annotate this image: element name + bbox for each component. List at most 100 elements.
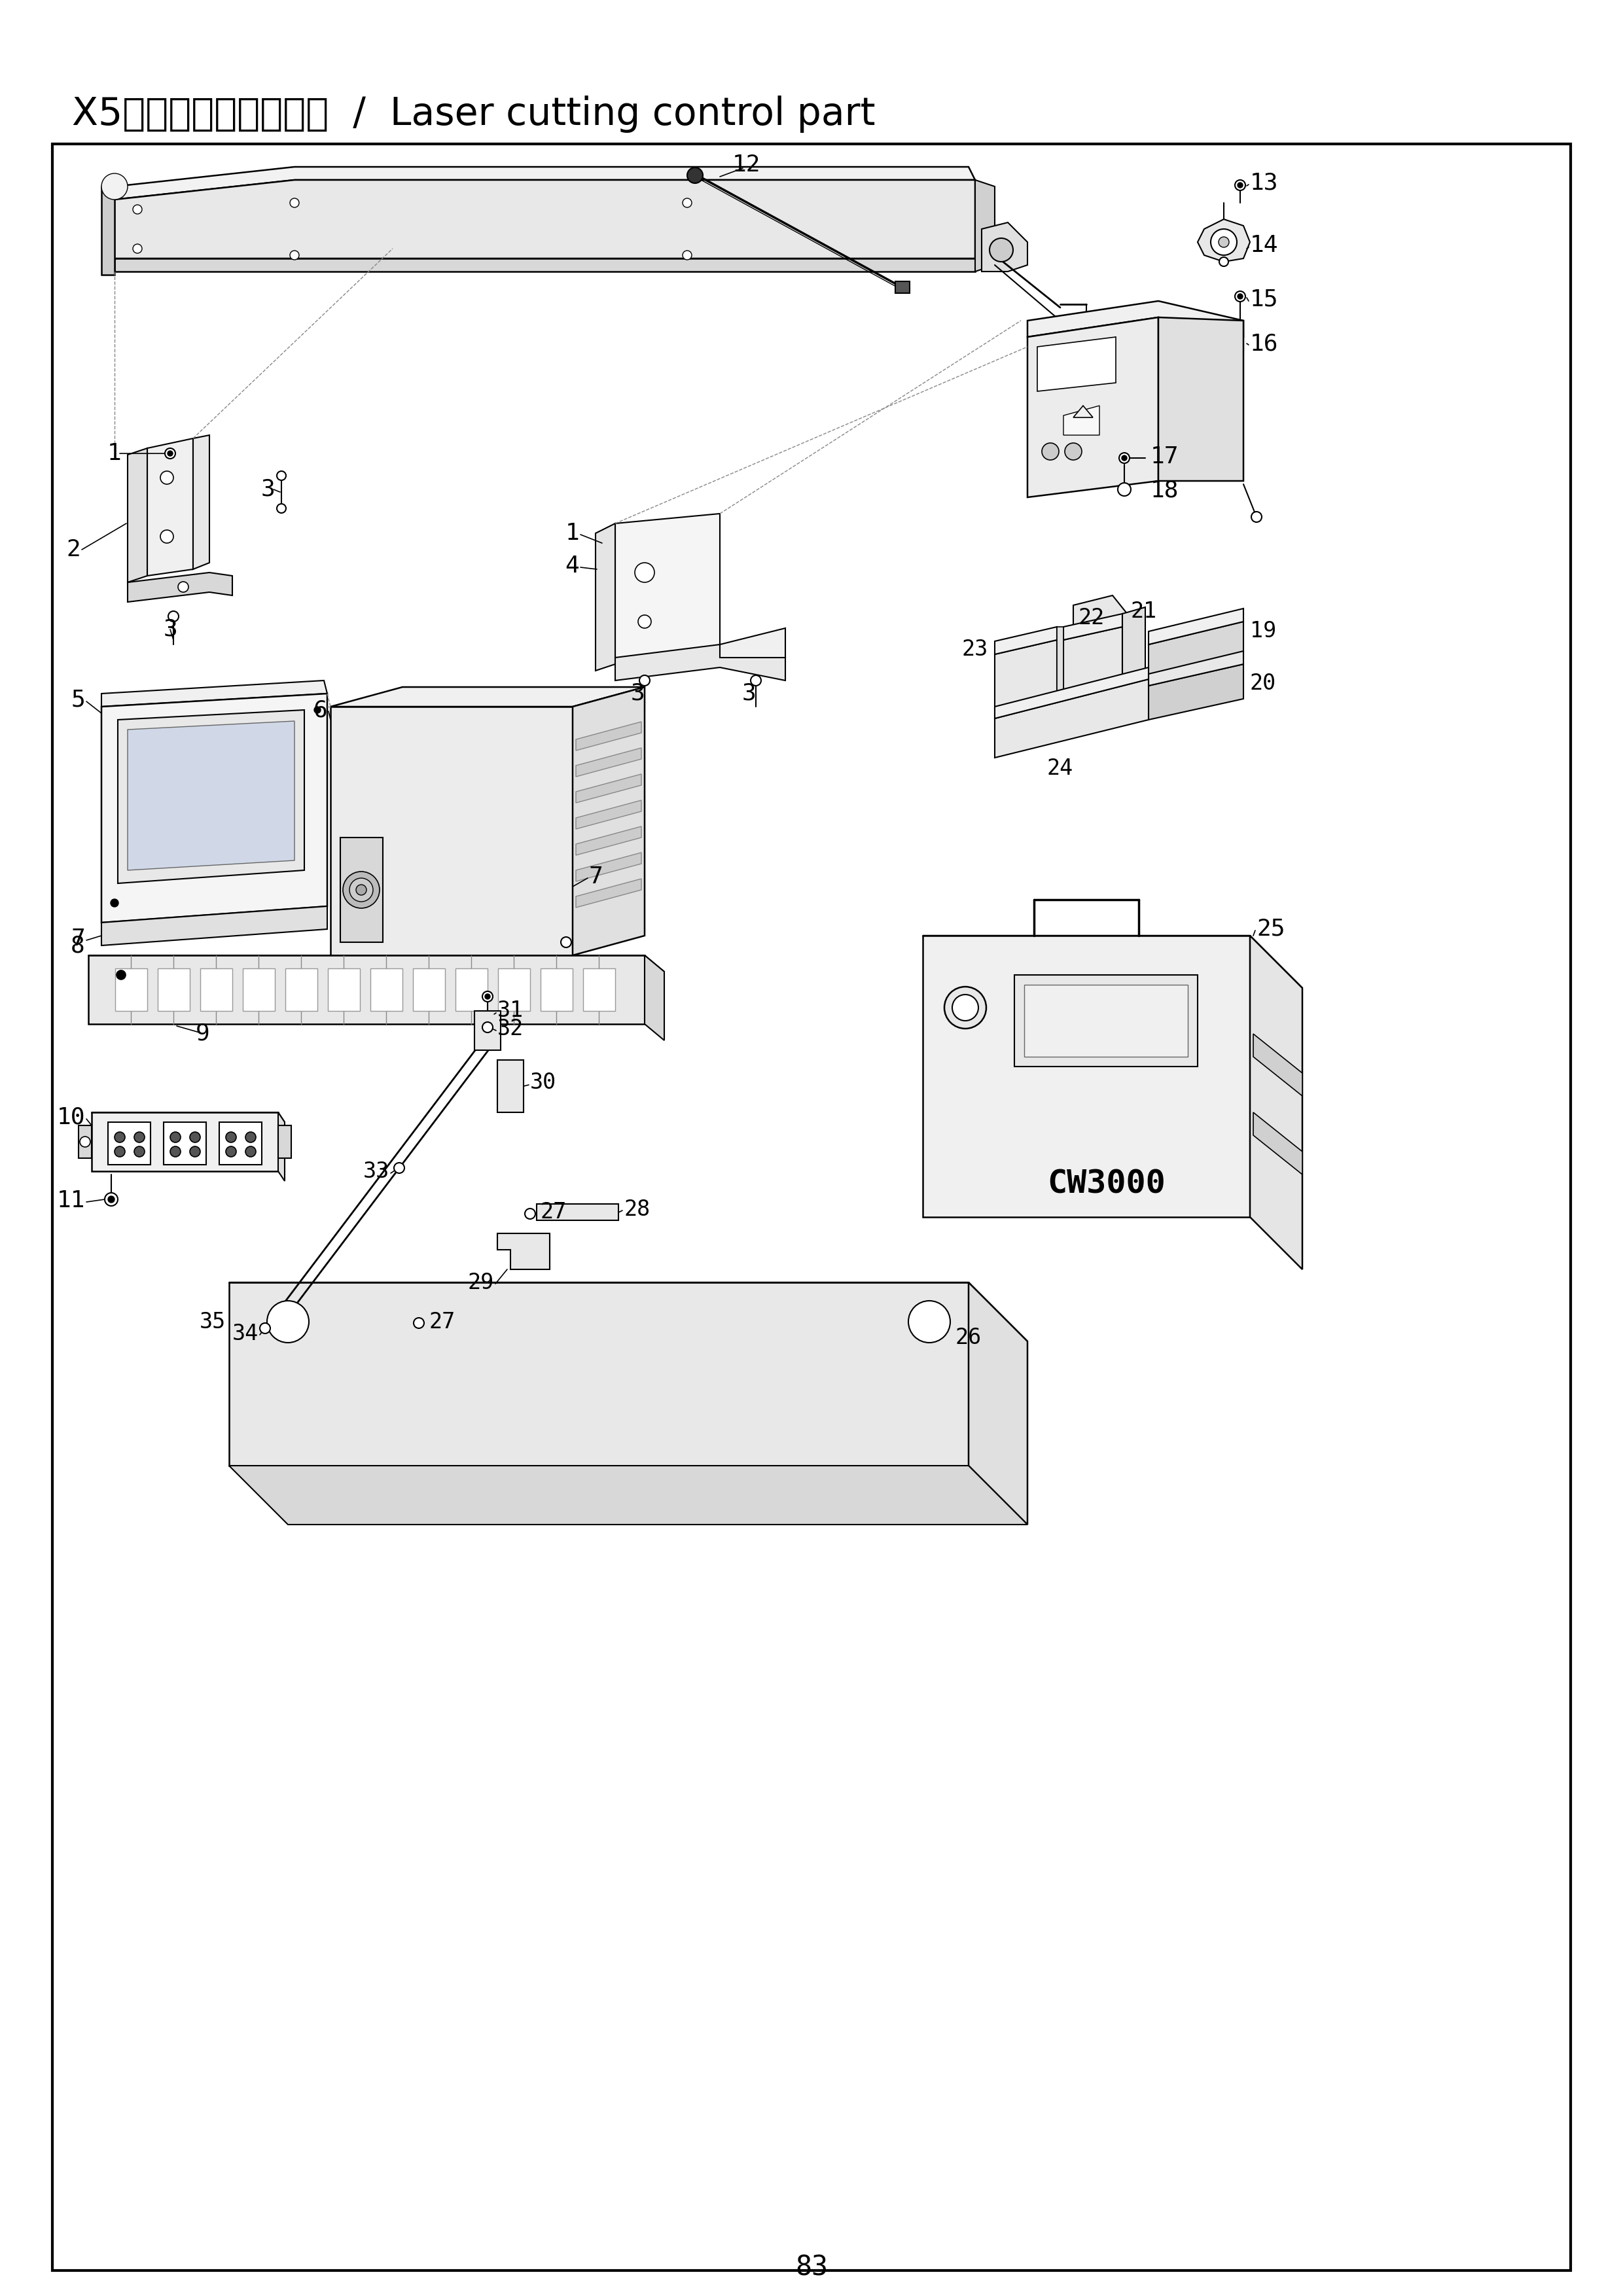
Polygon shape bbox=[576, 852, 641, 882]
Text: 12: 12 bbox=[732, 154, 760, 177]
Polygon shape bbox=[101, 907, 328, 946]
Circle shape bbox=[110, 900, 118, 907]
Polygon shape bbox=[576, 748, 641, 776]
Text: 5: 5 bbox=[71, 689, 84, 712]
Text: 11: 11 bbox=[57, 1189, 84, 1212]
Circle shape bbox=[115, 1146, 125, 1157]
Text: 15: 15 bbox=[1250, 289, 1279, 310]
Bar bbox=[412, 969, 445, 1010]
Circle shape bbox=[260, 1322, 271, 1334]
Text: 22: 22 bbox=[1078, 608, 1105, 629]
Bar bbox=[243, 969, 274, 1010]
Circle shape bbox=[135, 1146, 144, 1157]
Circle shape bbox=[1235, 292, 1245, 301]
Polygon shape bbox=[1198, 218, 1250, 262]
Bar bbox=[498, 969, 531, 1010]
Circle shape bbox=[953, 994, 979, 1022]
Polygon shape bbox=[331, 687, 644, 707]
Circle shape bbox=[1237, 184, 1243, 188]
Circle shape bbox=[639, 675, 649, 687]
Text: 17: 17 bbox=[1151, 445, 1178, 468]
Text: 32: 32 bbox=[497, 1017, 524, 1040]
Polygon shape bbox=[1063, 406, 1099, 436]
Text: 13: 13 bbox=[1250, 172, 1279, 195]
Circle shape bbox=[909, 1302, 949, 1343]
Polygon shape bbox=[1123, 606, 1146, 693]
Polygon shape bbox=[278, 1111, 284, 1180]
Bar bbox=[157, 969, 190, 1010]
Circle shape bbox=[161, 530, 174, 544]
Polygon shape bbox=[573, 687, 644, 955]
Text: 35: 35 bbox=[200, 1311, 226, 1332]
Text: 10: 10 bbox=[57, 1107, 84, 1130]
Text: 2: 2 bbox=[67, 540, 81, 560]
Text: 16: 16 bbox=[1250, 333, 1279, 354]
Text: 1: 1 bbox=[565, 521, 579, 544]
Circle shape bbox=[414, 1318, 424, 1329]
Circle shape bbox=[485, 994, 490, 999]
Text: 7: 7 bbox=[589, 866, 604, 889]
Circle shape bbox=[190, 1146, 200, 1157]
Circle shape bbox=[278, 471, 286, 480]
Bar bbox=[896, 282, 909, 294]
Text: 26: 26 bbox=[956, 1327, 982, 1348]
Text: 31: 31 bbox=[497, 1001, 524, 1022]
Polygon shape bbox=[229, 1283, 969, 1465]
Polygon shape bbox=[1149, 652, 1243, 687]
Polygon shape bbox=[576, 879, 641, 907]
Circle shape bbox=[1118, 482, 1131, 496]
Circle shape bbox=[1235, 179, 1245, 191]
Polygon shape bbox=[1073, 595, 1126, 652]
Circle shape bbox=[101, 174, 128, 200]
Circle shape bbox=[170, 1146, 180, 1157]
Circle shape bbox=[990, 239, 1013, 262]
Polygon shape bbox=[88, 955, 664, 971]
Circle shape bbox=[105, 1194, 118, 1205]
Circle shape bbox=[109, 1196, 115, 1203]
Circle shape bbox=[945, 987, 987, 1029]
Polygon shape bbox=[995, 680, 1149, 758]
Circle shape bbox=[169, 611, 179, 622]
Bar bbox=[540, 969, 573, 1010]
Bar bbox=[115, 969, 148, 1010]
Circle shape bbox=[1042, 443, 1058, 459]
Circle shape bbox=[355, 884, 367, 895]
Bar bbox=[583, 969, 615, 1010]
Circle shape bbox=[1219, 257, 1229, 266]
Polygon shape bbox=[1149, 622, 1243, 680]
Circle shape bbox=[482, 1022, 493, 1033]
Text: 8: 8 bbox=[71, 934, 84, 957]
Polygon shape bbox=[331, 707, 573, 955]
Polygon shape bbox=[644, 955, 664, 1040]
Polygon shape bbox=[219, 1123, 261, 1164]
Text: 27: 27 bbox=[540, 1201, 566, 1221]
Circle shape bbox=[135, 1132, 144, 1143]
Polygon shape bbox=[537, 1203, 618, 1219]
Circle shape bbox=[115, 1132, 125, 1143]
Text: 3: 3 bbox=[631, 682, 646, 705]
Circle shape bbox=[562, 937, 571, 948]
Polygon shape bbox=[1253, 1111, 1302, 1176]
Text: X5、激光切割控制部分  /  Laser cutting control part: X5、激光切割控制部分 / Laser cutting control part bbox=[71, 96, 875, 133]
Polygon shape bbox=[1149, 664, 1243, 719]
Polygon shape bbox=[721, 629, 786, 657]
Polygon shape bbox=[109, 1123, 151, 1164]
Polygon shape bbox=[115, 259, 975, 271]
Polygon shape bbox=[148, 439, 193, 576]
Polygon shape bbox=[115, 179, 975, 259]
Text: 28: 28 bbox=[623, 1199, 651, 1219]
Polygon shape bbox=[101, 680, 328, 707]
Polygon shape bbox=[91, 1111, 278, 1171]
Polygon shape bbox=[128, 721, 294, 870]
Polygon shape bbox=[128, 448, 148, 583]
Text: CW3000: CW3000 bbox=[1047, 1169, 1165, 1201]
Polygon shape bbox=[88, 955, 644, 1024]
Polygon shape bbox=[576, 801, 641, 829]
Circle shape bbox=[342, 872, 380, 909]
Polygon shape bbox=[615, 645, 786, 680]
Text: 3: 3 bbox=[742, 682, 756, 705]
Polygon shape bbox=[1250, 937, 1302, 1270]
Circle shape bbox=[524, 1208, 536, 1219]
Circle shape bbox=[638, 615, 651, 629]
Polygon shape bbox=[576, 827, 641, 854]
